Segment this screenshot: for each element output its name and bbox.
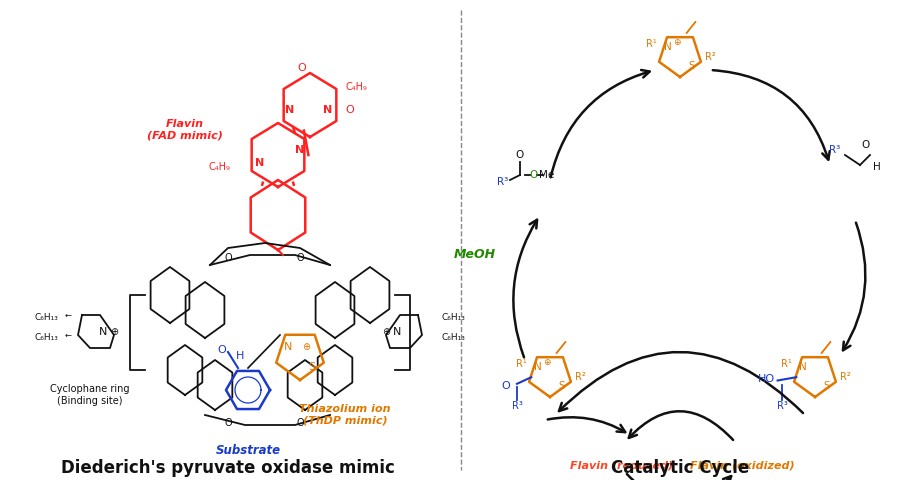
Text: O: O: [516, 150, 524, 160]
Text: ⊕: ⊕: [110, 327, 118, 337]
Text: ⊕: ⊕: [673, 38, 680, 48]
Text: O: O: [346, 105, 355, 115]
Text: R²: R²: [575, 372, 586, 382]
Text: ←: ←: [65, 311, 71, 320]
Text: O: O: [298, 63, 306, 73]
Text: S: S: [824, 381, 831, 391]
Text: R¹: R¹: [646, 39, 657, 49]
Text: S: S: [688, 61, 696, 71]
Text: O: O: [296, 418, 304, 428]
Text: ⊕: ⊕: [302, 342, 310, 352]
Text: R³: R³: [830, 145, 841, 155]
Text: R³: R³: [777, 401, 788, 411]
Text: N: N: [256, 158, 265, 168]
Text: N: N: [284, 342, 292, 352]
Text: R²: R²: [706, 52, 716, 62]
Text: N: N: [534, 362, 542, 372]
Text: S: S: [559, 381, 565, 391]
Text: Flavin (reduced): Flavin (reduced): [571, 460, 673, 470]
Text: N: N: [99, 327, 107, 337]
Text: N: N: [392, 327, 401, 337]
Text: S: S: [309, 362, 316, 372]
Text: R³: R³: [511, 401, 522, 411]
Text: C₄H₉: C₄H₉: [208, 162, 230, 172]
Text: R²: R²: [841, 372, 851, 382]
Text: O: O: [529, 170, 537, 180]
Text: N: N: [664, 42, 671, 52]
Text: Cyclophane ring
(Binding site): Cyclophane ring (Binding site): [50, 384, 130, 406]
Text: Me: Me: [539, 170, 554, 180]
Text: N: N: [323, 105, 333, 115]
Text: O: O: [501, 381, 510, 391]
Text: N: N: [799, 362, 806, 372]
Text: C₆H₁₃: C₆H₁₃: [442, 334, 466, 343]
Text: O: O: [296, 253, 304, 263]
Text: N: N: [285, 105, 294, 115]
Text: Diederich's pyruvate oxidase mimic: Diederich's pyruvate oxidase mimic: [61, 459, 395, 477]
Text: ⊕: ⊕: [543, 359, 551, 367]
Text: R³: R³: [498, 177, 508, 187]
Text: N: N: [295, 145, 304, 155]
Text: HO: HO: [758, 374, 775, 384]
Text: C₆H₁₃: C₆H₁₃: [34, 334, 58, 343]
Text: O: O: [861, 140, 869, 150]
Text: H: H: [236, 351, 245, 361]
Text: Catalytic Cycle: Catalytic Cycle: [611, 459, 749, 477]
Text: Flavin
(FAD mimic): Flavin (FAD mimic): [147, 119, 223, 141]
Text: C₆H₁₃: C₆H₁₃: [34, 313, 58, 323]
Text: O: O: [224, 253, 232, 263]
Text: C₆H₁₃: C₆H₁₃: [442, 313, 466, 323]
Text: Flavin (oxidized): Flavin (oxidized): [689, 460, 795, 470]
Text: H: H: [873, 162, 881, 172]
Text: Thiazolium ion
(ThDP mimic): Thiazolium ion (ThDP mimic): [299, 404, 391, 426]
Text: O: O: [218, 345, 227, 355]
Text: O: O: [224, 418, 232, 428]
Text: Substrate: Substrate: [215, 444, 281, 456]
Text: ←: ←: [65, 331, 71, 340]
Text: MeOH: MeOH: [454, 249, 496, 262]
Text: R¹: R¹: [516, 359, 526, 369]
Text: ⊕: ⊕: [382, 327, 390, 337]
Text: R¹: R¹: [781, 359, 792, 369]
Text: C₄H₉: C₄H₉: [345, 82, 367, 92]
